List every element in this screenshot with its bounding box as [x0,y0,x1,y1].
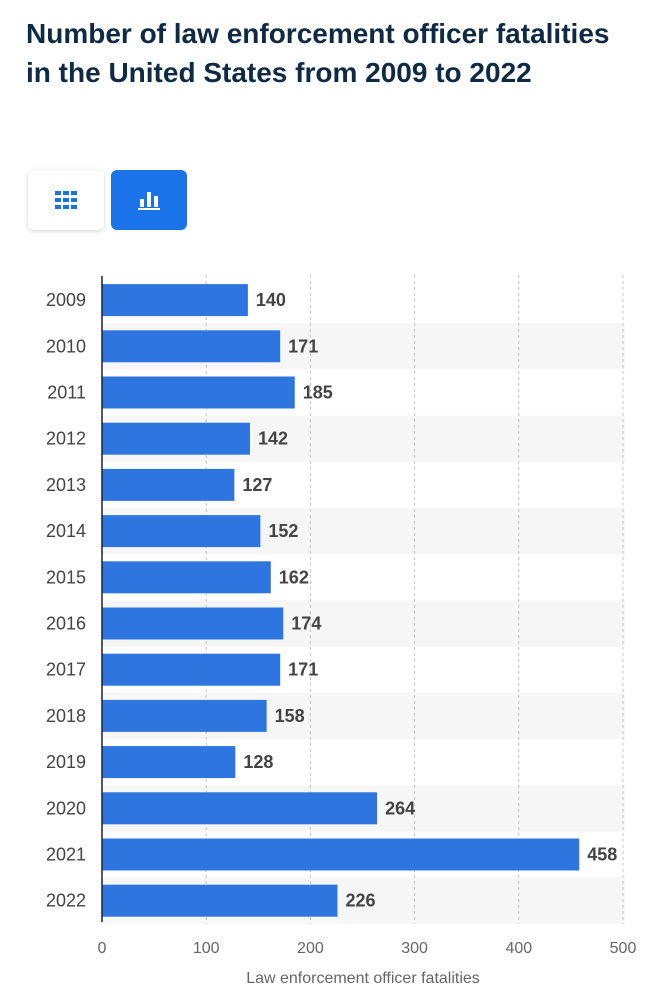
row-stripe [102,785,625,832]
y-category-label: 2012 [46,429,86,449]
bar[interactable] [102,515,261,548]
bar[interactable] [102,607,284,640]
x-axis-label: Law enforcement officer fatalities [246,970,480,987]
x-tick-label: 0 [98,940,107,957]
data-label: 185 [303,383,333,403]
chart-view-button[interactable] [111,170,187,230]
row-stripe [102,323,625,370]
data-label: 162 [279,567,309,587]
y-category-label: 2022 [46,891,86,911]
data-label: 226 [345,891,375,911]
grid-table-icon [55,191,77,209]
data-label: 458 [587,845,617,865]
y-category-label: 2016 [46,614,86,634]
bar[interactable] [102,699,267,732]
x-tick-label: 500 [610,940,637,957]
y-category-label: 2018 [46,706,86,726]
x-tick-label: 300 [401,940,428,957]
data-label: 174 [291,614,321,634]
data-label: 158 [275,706,305,726]
data-label: 264 [385,798,415,818]
y-category-label: 2017 [46,660,86,680]
data-label: 140 [256,290,286,310]
bar[interactable] [102,884,338,917]
y-category-label: 2010 [46,336,86,356]
y-category-label: 2015 [46,567,86,587]
row-stripe [102,415,625,462]
data-label: 142 [258,429,288,449]
x-tick-label: 200 [297,940,324,957]
bar[interactable] [102,284,248,317]
bar[interactable] [102,746,236,779]
y-category-label: 2019 [46,752,86,772]
y-category-label: 2013 [46,475,86,495]
table-view-button[interactable] [28,170,104,230]
y-category-label: 2009 [46,290,86,310]
row-stripe [102,692,625,739]
bar[interactable] [102,422,250,455]
row-stripe [102,508,625,555]
y-category-label: 2021 [46,845,86,865]
y-category-label: 2020 [46,798,86,818]
data-label: 171 [288,336,318,356]
bar[interactable] [102,468,235,501]
bar[interactable] [102,561,271,594]
chart-title: Number of law enforcement officer fatali… [26,18,610,88]
bar[interactable] [102,330,281,363]
bar[interactable] [102,792,378,825]
y-category-label: 2011 [47,383,86,403]
data-label: 152 [268,521,298,541]
row-stripe [102,600,625,647]
row-stripe [102,877,625,924]
x-tick-label: 100 [193,940,220,957]
bar[interactable] [102,838,580,871]
data-label: 171 [288,660,318,680]
y-category-label: 2014 [46,521,86,541]
x-tick-label: 400 [505,940,532,957]
bar[interactable] [102,653,281,686]
data-label: 128 [243,752,273,772]
bar[interactable] [102,376,295,409]
bar-chart-icon [138,192,160,210]
data-label: 127 [242,475,272,495]
